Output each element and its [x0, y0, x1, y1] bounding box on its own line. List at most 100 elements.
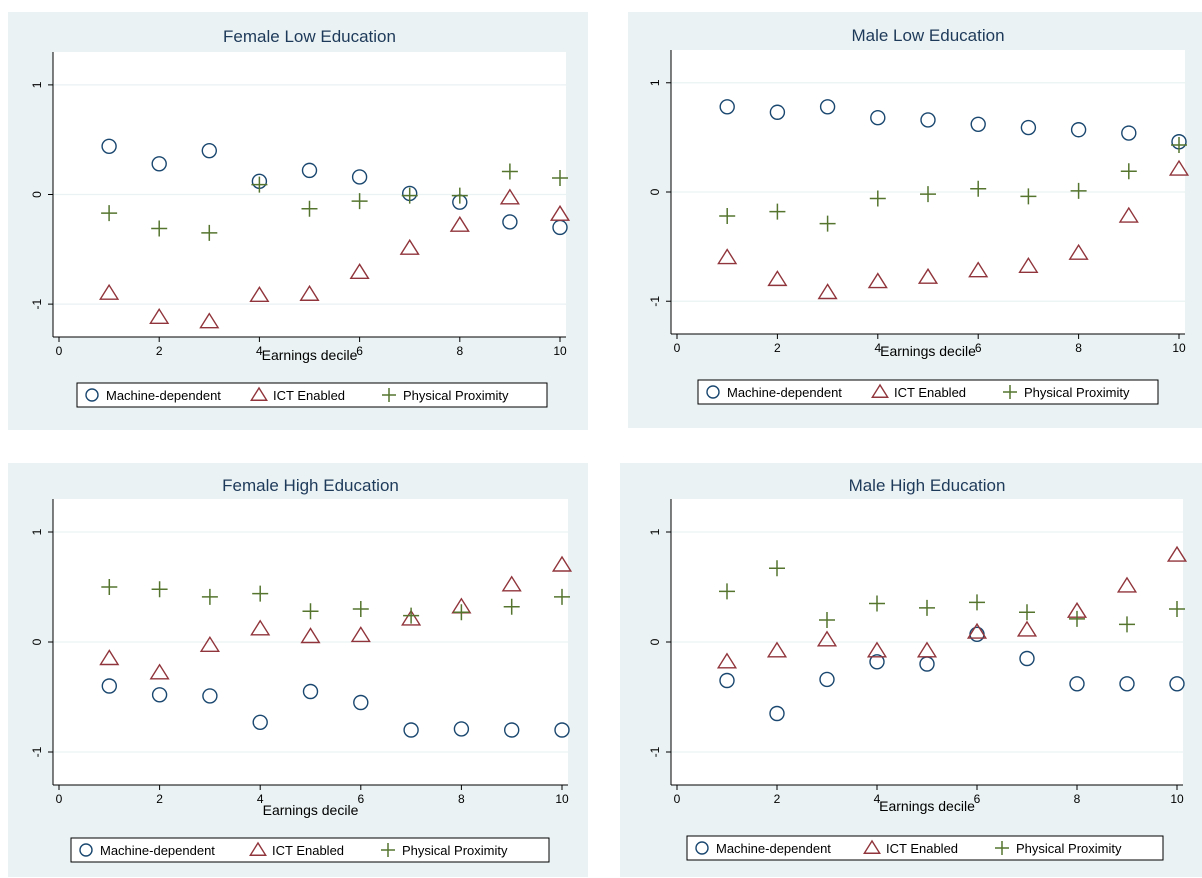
- x-tick-label: 8: [456, 344, 463, 358]
- data-point-plus: [1120, 163, 1137, 180]
- legend-label: Physical Proximity: [1024, 385, 1130, 400]
- data-point-plus: [719, 583, 735, 600]
- legend-label: Physical Proximity: [1016, 841, 1122, 856]
- data-point-plus: [1169, 601, 1185, 617]
- data-point-triangle: [250, 619, 271, 636]
- data-point-circle: [769, 104, 786, 120]
- data-point-triangle: [816, 630, 838, 647]
- legend-label: ICT Enabled: [894, 385, 966, 400]
- data-point-circle: [201, 142, 218, 159]
- data-point-plus: [552, 170, 568, 187]
- data-point-circle: [970, 116, 986, 132]
- legend-box: [76, 382, 548, 408]
- x-tick-label: 8: [1074, 792, 1081, 806]
- legend-label: Machine-dependent: [716, 841, 831, 856]
- x-tick-label: 10: [1172, 341, 1186, 355]
- data-point-plus: [869, 595, 885, 612]
- data-point-plus: [501, 163, 518, 180]
- y-tick-label: 1: [30, 528, 44, 535]
- y-tick-label: 0: [30, 638, 44, 645]
- data-point-triangle: [149, 663, 170, 680]
- x-tick-label: 2: [156, 792, 163, 806]
- data-point-circle: [1020, 119, 1037, 136]
- data-point-plus: [151, 220, 168, 237]
- data-point-triangle: [1018, 256, 1039, 273]
- legend: Machine-dependent ICT Enabled Physical Pro…: [70, 837, 550, 863]
- x-tick-label: 2: [156, 344, 163, 358]
- data-point-plus: [403, 607, 420, 624]
- x-tick-label: 10: [1170, 792, 1184, 806]
- data-point-circle: [504, 722, 520, 738]
- legend-box: [697, 379, 1159, 405]
- data-point-triangle: [1068, 243, 1089, 260]
- legend-marker-plus: [1003, 385, 1017, 399]
- x-axis-label: Earnings decile: [262, 347, 358, 363]
- chart-panel-male-high-education: Male High Education -1 0 1 0 2 4 6 8 10 Earnings d…: [620, 463, 1202, 877]
- legend-label: ICT Enabled: [273, 388, 345, 403]
- legend-marker-circle: [79, 843, 93, 857]
- data-point-circle: [719, 672, 735, 689]
- data-point-plus: [769, 560, 785, 577]
- data-point-plus: [1119, 616, 1135, 633]
- x-tick-label: 10: [555, 792, 569, 806]
- data-point-circle: [719, 99, 735, 115]
- legend-box: [70, 837, 550, 863]
- data-point-plus: [769, 203, 786, 220]
- data-point-circle: [769, 705, 785, 722]
- chart-title: Female High Education: [222, 476, 399, 495]
- data-point-triangle: [99, 283, 120, 300]
- data-point-circle: [202, 688, 218, 704]
- data-point-triangle: [1016, 620, 1038, 637]
- chart-title: Female Low Education: [223, 27, 396, 46]
- data-point-plus: [920, 186, 936, 203]
- data-point-circle: [252, 714, 268, 730]
- x-tick-label: 4: [874, 792, 881, 806]
- data-point-triangle: [968, 261, 989, 278]
- legend: Machine-dependent ICT Enabled Physical Pro…: [697, 379, 1159, 405]
- data-point-plus: [453, 604, 470, 621]
- data-point-triangle: [867, 272, 888, 289]
- data-point-plus: [201, 224, 218, 241]
- x-axis-label: Earnings decile: [263, 802, 359, 818]
- data-point-triangle: [767, 270, 788, 287]
- data-point-circle: [502, 214, 518, 230]
- legend-marker-circle: [695, 841, 709, 855]
- data-point-circle: [101, 138, 117, 154]
- data-point-circle: [351, 169, 368, 185]
- y-tick-label: 1: [648, 528, 662, 535]
- chart-title: Male High Education: [849, 476, 1006, 495]
- legend-label: ICT Enabled: [272, 843, 344, 858]
- data-point-circle: [819, 99, 836, 115]
- x-tick-label: 0: [56, 344, 63, 358]
- y-tick-label: -1: [648, 296, 662, 307]
- x-tick-label: 6: [356, 344, 363, 358]
- data-point-plus: [819, 612, 835, 628]
- legend-label: ICT Enabled: [886, 841, 958, 856]
- legend-marker-triangle: [249, 841, 267, 856]
- x-tick-label: 0: [674, 792, 681, 806]
- data-point-triangle: [349, 263, 370, 280]
- x-tick-label: 6: [974, 792, 981, 806]
- legend-marker-circle: [85, 388, 99, 402]
- data-point-triangle: [499, 188, 520, 205]
- data-point-plus: [251, 176, 268, 193]
- data-point-plus: [302, 603, 319, 620]
- chart-panel-female-high-education: Female High Education -1 0 1 0 2 4 6 8 10 Earnings…: [8, 463, 588, 877]
- y-tick-label: 1: [648, 79, 662, 86]
- data-point-circle: [151, 687, 168, 703]
- data-point-circle: [151, 156, 167, 172]
- y-tick-label: 0: [648, 188, 662, 195]
- data-point-plus: [969, 594, 985, 611]
- x-tick-label: 4: [256, 344, 263, 358]
- data-point-triangle: [549, 204, 571, 221]
- data-point-circle: [1019, 650, 1035, 667]
- legend: Machine-dependent ICT Enabled Physical Pro…: [686, 835, 1164, 861]
- legend-label: Physical Proximity: [402, 843, 508, 858]
- y-tick-label: -1: [30, 298, 44, 309]
- x-tick-label: 2: [774, 341, 781, 355]
- data-point-circle: [1121, 125, 1137, 141]
- data-point-plus: [1171, 137, 1187, 154]
- data-point-triangle: [99, 649, 120, 666]
- data-point-plus: [819, 215, 836, 232]
